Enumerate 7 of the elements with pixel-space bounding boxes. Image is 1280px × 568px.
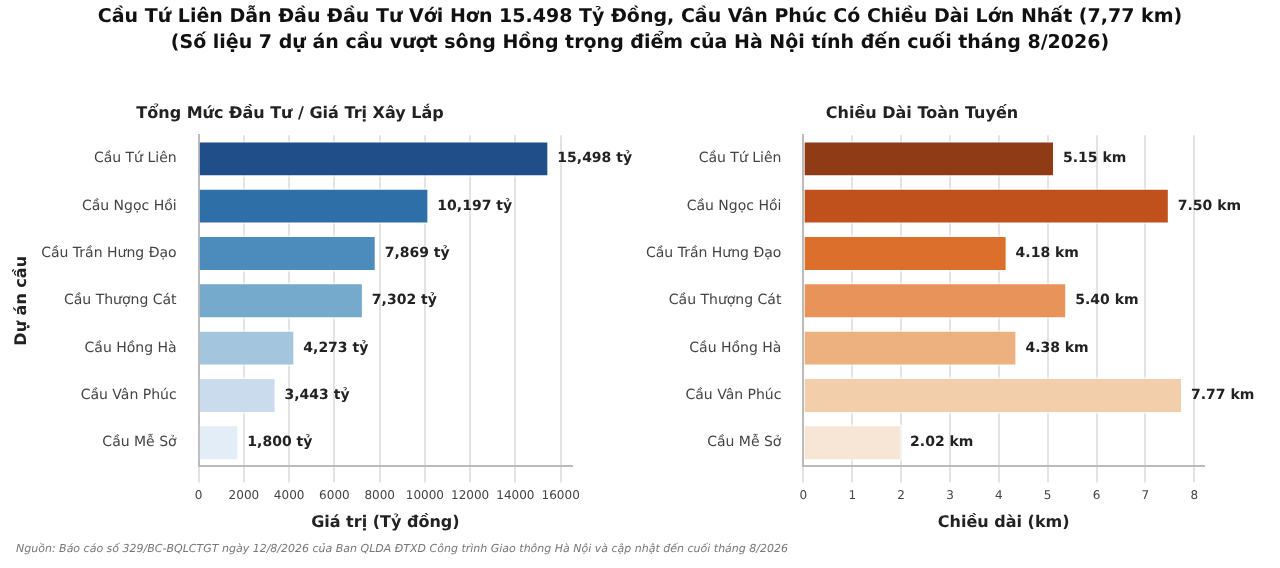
chart-title: Chiều Dài Toàn Tuyến (825, 103, 1019, 122)
x-axis-title: Chiều dài (km) (937, 512, 1070, 531)
text: Cầu Tứ Liên Dẫn Đầu Đầu Tư Với Hơn 15.498 Tỷ Đồng, Cầu Vân Phúc Có Chiều Dài Lớn Nhất (7,77 km) (95, 6, 1185, 28)
text: (Số liệu 7 dự án cầu vượt sông Hồng trọng điểm của Hà Nội tính đến cuối tháng 8/2026) (168, 32, 1112, 54)
x-axis-title: Giá trị (Tỷ đồng) (311, 512, 460, 531)
y-axis-title: Dự án cầu (11, 255, 30, 346)
chart-title: Tổng Mức Đầu Tư / Giá Trị Xây Lắp (136, 101, 445, 122)
